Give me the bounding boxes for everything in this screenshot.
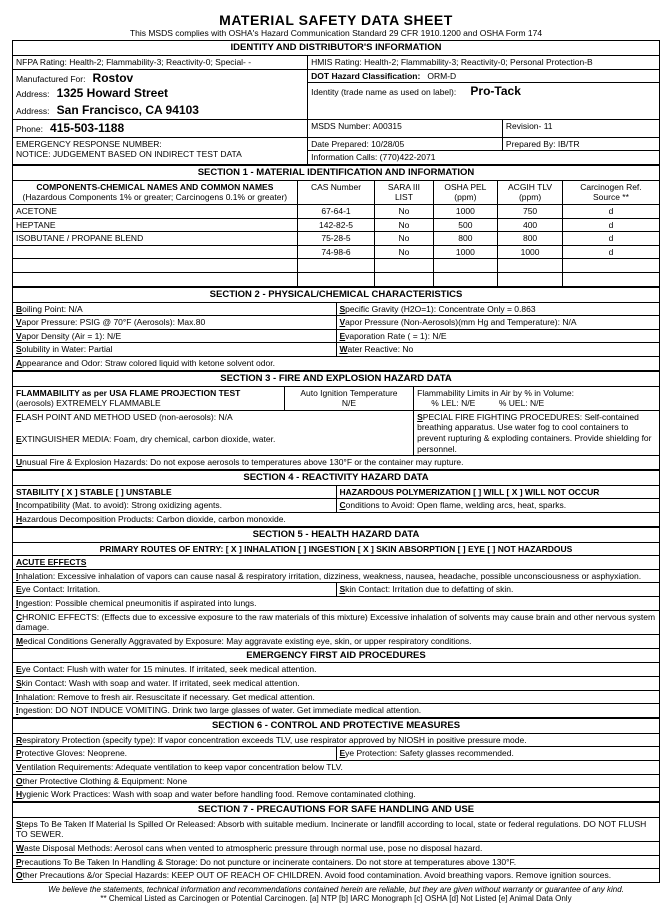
other: Other Protective Clothing & Equipment: N…: [13, 774, 660, 788]
er: Evaporation Rate ( = 1): N/E: [336, 329, 660, 343]
spill: Steps To Be Taken If Material Is Spilled…: [13, 817, 660, 841]
ef-inhal: Inhalation: Remove to fresh air. Resusci…: [13, 690, 660, 704]
footer-believe: We believe the statements, technical inf…: [12, 885, 660, 894]
sg: Specific Gravity (H2O=1): Concentrate On…: [336, 302, 660, 316]
stab: STABILITY [ X ] STABLE [ ] UNSTABLE: [13, 485, 337, 499]
ext: EXTINGUISHER MEDIA: Foam, dry chemical, …: [13, 433, 414, 456]
sec1-hdr: SECTION 1 - MATERIAL IDENTIFICATION AND …: [13, 165, 660, 180]
rev: Revision- 11: [502, 119, 659, 137]
gloves: Protective Gloves: Neoprene.: [13, 747, 337, 761]
doc-subtitle: This MSDS complies with OSHA's Hazard Co…: [12, 28, 660, 38]
table-row: ACETONE67-64-1No1000750d: [13, 204, 660, 218]
nfpa: NFPA Rating: Health-2; Flammability-3; R…: [13, 55, 308, 69]
unusual: Unusual Fire & Explosion Hazards: Do not…: [13, 456, 660, 470]
wr: Water Reactive: No: [336, 343, 660, 357]
sec2-hdr: SECTION 2 - PHYSICAL/CHEMICAL CHARACTERI…: [13, 287, 660, 302]
bp: Boiling Point: N/A: [13, 302, 337, 316]
col-cas: CAS Number: [297, 180, 375, 204]
addr2: Address: San Francisco, CA 94103: [13, 102, 308, 120]
sec6-hdr: SECTION 6 - CONTROL AND PROTECTIVE MEASU…: [13, 718, 660, 733]
dot: DOT Hazard Classification: ORM-D: [308, 69, 660, 83]
col-carc: Carcinogen Ref. Source **: [562, 180, 659, 204]
sec4-table: SECTION 4 - REACTIVITY HAZARD DATA STABI…: [12, 470, 660, 527]
incomp: Incompatibility (Mat. to avoid): Strong …: [13, 499, 337, 513]
eyep: Eye Protection: Safety glasses recommend…: [336, 747, 660, 761]
hazpoly: HAZARDOUS POLYMERIZATION [ ] WILL [ X ] …: [336, 485, 660, 499]
info-calls: Information Calls: (770)422-2071: [308, 151, 660, 165]
sec2-table: SECTION 2 - PHYSICAL/CHEMICAL CHARACTERI…: [12, 287, 660, 371]
identity-hdr: IDENTITY AND DISTRIBUTOR'S INFORMATION: [13, 41, 660, 56]
col-tlv: ACGIH TLV (ppm): [498, 180, 563, 204]
sol: Solubility in Water: Partial: [13, 343, 337, 357]
auto: Auto Ignition TemperatureN/E: [284, 386, 413, 410]
ef-ing: Ingestion: DO NOT INDUCE VOMITING. Drink…: [13, 704, 660, 718]
col-comp: COMPONENTS-CHEMICAL NAMES AND COMMON NAM…: [13, 180, 298, 204]
table-row: [13, 273, 660, 287]
sec5-table: SECTION 5 - HEALTH HAZARD DATA PRIMARY R…: [12, 527, 660, 718]
prec: Other Precautions &/or Special Hazards: …: [13, 869, 660, 883]
appear: Appearance and Odor: Straw colored liqui…: [13, 357, 660, 371]
cond: Conditions to Avoid: Open flame, welding…: [336, 499, 660, 513]
vd: Vapor Density (Air = 1): N/E: [13, 329, 337, 343]
inhal: Inhalation: Excessive inhalation of vapo…: [13, 569, 660, 583]
limits: Flammability Limits in Air by % in Volum…: [414, 386, 660, 410]
ef-eye: Eye Contact: Flush with water for 15 min…: [13, 663, 660, 677]
resp: Respiratory Protection (specify type): I…: [13, 733, 660, 747]
date-prep: Date Prepared: 10/28/05: [308, 137, 503, 151]
flam: FLAMMABILITY as per USA FLAME PROJECTION…: [13, 386, 285, 410]
ef-hdr: EMERGENCY FIRST AID PROCEDURES: [13, 648, 660, 663]
col-sara: SARA III LIST: [375, 180, 433, 204]
decomp: Hazardous Decomposition Products: Carbon…: [13, 513, 660, 527]
ef-skin: Skin Contact: Wash with soap and water. …: [13, 677, 660, 691]
sec1-table: SECTION 1 - MATERIAL IDENTIFICATION AND …: [12, 165, 660, 287]
sec6-table: SECTION 6 - CONTROL AND PROTECTIVE MEASU…: [12, 718, 660, 802]
hyg: Hygienic Work Practices: Wash with soap …: [13, 788, 660, 802]
col-osha: OSHA PEL (ppm): [433, 180, 498, 204]
mfr-block: Manufactured For: Rostov Address: 1325 H…: [13, 69, 308, 102]
flash: FLASH POINT AND METHOD USED (non-aerosol…: [13, 410, 414, 433]
sec4-hdr: SECTION 4 - REACTIVITY HAZARD DATA: [13, 470, 660, 485]
emergency: EMERGENCY RESPONSE NUMBER: NOTICE: JUDGE…: [13, 137, 308, 164]
msdsno: MSDS Number: A00315: [308, 119, 503, 137]
sec3-table: SECTION 3 - FIRE AND EXPLOSION HAZARD DA…: [12, 371, 660, 470]
vpna: Vapor Pressure (Non-Aerosols)(mm Hg and …: [336, 316, 660, 330]
table-row: HEPTANE142-82-5No500400d: [13, 218, 660, 232]
vp: Vapor Pressure: PSIG @ 70°F (Aerosols): …: [13, 316, 337, 330]
ing: Ingestion: Possible chemical pneumonitis…: [13, 597, 660, 611]
waste: Waste Disposal Methods: Aerosol cans whe…: [13, 842, 660, 856]
chronic: CHRONIC EFFECTS: (Effects due to excessi…: [13, 610, 660, 634]
eye: Eye Contact: Irritation.: [13, 583, 337, 597]
table-row: ISOBUTANE / PROPANE BLEND75-28-5No800800…: [13, 232, 660, 246]
sec7-table: SECTION 7 - PRECAUTIONS FOR SAFE HANDLIN…: [12, 802, 660, 883]
sec7-hdr: SECTION 7 - PRECAUTIONS FOR SAFE HANDLIN…: [13, 802, 660, 817]
routes: PRIMARY ROUTES OF ENTRY: [ X ] INHALATIO…: [13, 542, 660, 556]
phone: Phone: 415-503-1188: [13, 119, 308, 137]
acute-hdr: ACUTE EFFECTS: [13, 556, 660, 570]
skin: Skin Contact: Irritation due to defattin…: [336, 583, 660, 597]
table-row: 74-98-6No10001000d: [13, 245, 660, 259]
vent: Ventilation Requirements: Adequate venti…: [13, 761, 660, 775]
table-row: [13, 259, 660, 273]
store: Precautions To Be Taken In Handling & St…: [13, 855, 660, 869]
sec3-hdr: SECTION 3 - FIRE AND EXPLOSION HAZARD DA…: [13, 371, 660, 386]
med: Medical Conditions Generally Aggravated …: [13, 634, 660, 648]
identity-table: IDENTITY AND DISTRIBUTOR'S INFORMATION N…: [12, 40, 660, 165]
hmis: HMIS Rating: Health-2; Flammability-3; R…: [308, 55, 660, 69]
fireproc: SPECIAL FIRE FIGHTING PROCEDURES: Self-c…: [414, 410, 660, 456]
footer-carc: ** Chemical Listed as Carcinogen or Pote…: [12, 894, 660, 903]
identity-cell: Identity (trade name as used on label): …: [308, 83, 660, 119]
sec5-hdr: SECTION 5 - HEALTH HAZARD DATA: [13, 527, 660, 542]
doc-title: MATERIAL SAFETY DATA SHEET: [12, 12, 660, 28]
prep-by: Prepared By: IB/TR: [502, 137, 659, 151]
